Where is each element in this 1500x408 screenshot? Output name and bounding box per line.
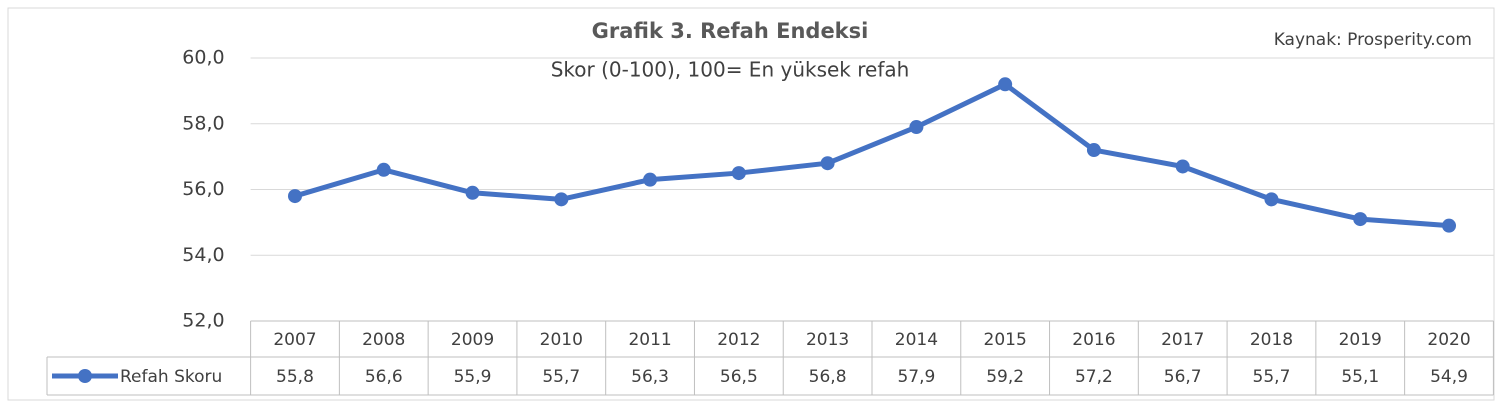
x-tick-label: 2019: [1339, 330, 1382, 350]
data-point: [376, 162, 391, 177]
x-tick-label: 2014: [895, 330, 938, 350]
x-tick-label: 2010: [540, 330, 583, 350]
data-point: [465, 185, 480, 200]
table-value: 56,5: [720, 367, 758, 387]
x-tick-label: 2009: [451, 330, 494, 350]
data-point: [1442, 218, 1457, 233]
data-point: [287, 189, 302, 204]
chart-border: [7, 7, 1495, 401]
chart-subtitle: Skor (0-100), 100= En yüksek refah: [551, 58, 910, 82]
table-value: 57,9: [897, 367, 935, 387]
data-point: [643, 172, 658, 187]
data-point: [731, 166, 746, 181]
series-line: [294, 81, 1450, 229]
table-value: 56,6: [365, 367, 403, 387]
data-point: [998, 77, 1013, 92]
table-value: 55,9: [454, 367, 492, 387]
table-value: 54,9: [1430, 367, 1468, 387]
data-point: [1264, 192, 1279, 207]
y-tick-label: 56,0: [182, 178, 224, 200]
y-tick-label: 58,0: [182, 112, 224, 134]
data-point: [909, 120, 924, 135]
x-tick-label: 2012: [717, 330, 760, 350]
x-tick-label: 2011: [628, 330, 671, 350]
x-tick-label: 2013: [806, 330, 849, 350]
x-tick-label: 2017: [1161, 330, 1204, 350]
x-tick-label: 2007: [273, 330, 316, 350]
x-tick-label: 2018: [1250, 330, 1293, 350]
legend-marker: [78, 369, 92, 383]
table-value: 59,2: [986, 367, 1024, 387]
source-note: Kaynak: Prosperity.com: [1274, 30, 1472, 50]
data-point: [1175, 159, 1190, 174]
x-tick-label: 2008: [362, 330, 405, 350]
chart-title: Grafik 3. Refah Endeksi: [592, 19, 869, 43]
data-point: [554, 192, 569, 207]
table-value: 57,2: [1075, 367, 1113, 387]
y-tick-label: 60,0: [182, 47, 224, 69]
table-value: 56,7: [1164, 367, 1202, 387]
table-value: 55,7: [1253, 367, 1291, 387]
table-value: 55,8: [276, 367, 314, 387]
x-tick-label: 2016: [1072, 330, 1115, 350]
table-value: 55,7: [542, 367, 580, 387]
y-tick-label: 54,0: [182, 244, 224, 266]
x-tick-label: 2015: [984, 330, 1027, 350]
data-point: [1086, 143, 1101, 158]
table-value: 56,3: [631, 367, 669, 387]
data-point: [820, 156, 835, 171]
table-value: 55,1: [1341, 367, 1379, 387]
data-point: [1353, 212, 1368, 227]
x-tick-label: 2020: [1427, 330, 1470, 350]
legend-label: Refah Skoru: [120, 367, 222, 387]
y-tick-label: 52,0: [182, 310, 224, 332]
table-value: 56,8: [809, 367, 847, 387]
